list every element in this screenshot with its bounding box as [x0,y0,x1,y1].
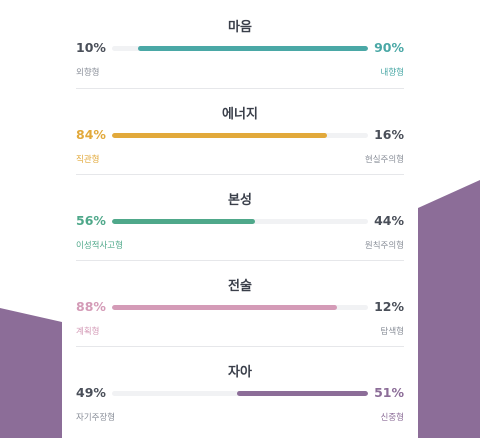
trait-progress-fill [237,391,368,396]
trait-progress-track [112,391,368,396]
trait-section-identity: 자아 49% 51% 자기주장형 신중형 [76,345,404,431]
trait-title: 자아 [228,365,252,380]
trait-progress-track [112,305,368,310]
trait-left-label: 외향형 [76,68,100,78]
trait-left-label: 직관형 [76,155,100,165]
trait-left-percent: 10% [76,40,106,55]
trait-left-label: 자기주장형 [76,413,116,423]
section-divider [76,174,404,175]
section-divider [76,260,404,261]
trait-right-percent: 12% [374,299,404,314]
trait-section-mind: 마음 10% 90% 외향형 내향형 [76,0,404,86]
trait-left-percent: 56% [76,213,106,228]
trait-right-percent: 44% [374,213,404,228]
section-divider [76,88,404,89]
trait-left-label: 계획형 [76,327,100,337]
trait-section-nature: 본성 56% 44% 이성적사고형 원칙주의형 [76,173,404,259]
trait-progress-track [112,46,368,51]
trait-title: 에너지 [222,107,258,122]
trait-section-tactics: 전술 88% 12% 계획형 탐색형 [76,259,404,345]
trait-right-label: 탐색형 [380,327,404,337]
section-divider [76,346,404,347]
trait-section-energy: 에너지 84% 16% 직관형 현실주의형 [76,87,404,173]
trait-progress-fill [112,219,256,224]
trait-title: 마음 [228,20,252,35]
trait-progress-track [112,133,368,138]
background-shape-right [418,180,480,438]
trait-right-percent: 16% [374,127,404,142]
trait-progress-fill [137,46,368,51]
trait-left-percent: 88% [76,299,106,314]
trait-right-label: 원칙주의형 [364,241,404,251]
trait-right-label: 신중형 [380,413,404,423]
trait-left-percent: 49% [76,385,106,400]
trait-right-label: 내향형 [380,68,404,78]
background-shape-left [0,308,62,438]
trait-progress-fill [112,305,338,310]
trait-title: 전술 [228,279,252,294]
trait-right-percent: 90% [374,40,404,55]
trait-left-percent: 84% [76,127,106,142]
trait-card: 마음 10% 90% 외향형 내향형 에너지 84% 16% 직관형 현실주의형… [62,0,418,438]
trait-left-label: 이성적사고형 [76,241,123,251]
trait-progress-track [112,219,368,224]
trait-title: 본성 [228,193,252,208]
trait-progress-fill [112,133,328,138]
trait-right-label: 현실주의형 [364,155,404,165]
trait-right-percent: 51% [374,385,404,400]
